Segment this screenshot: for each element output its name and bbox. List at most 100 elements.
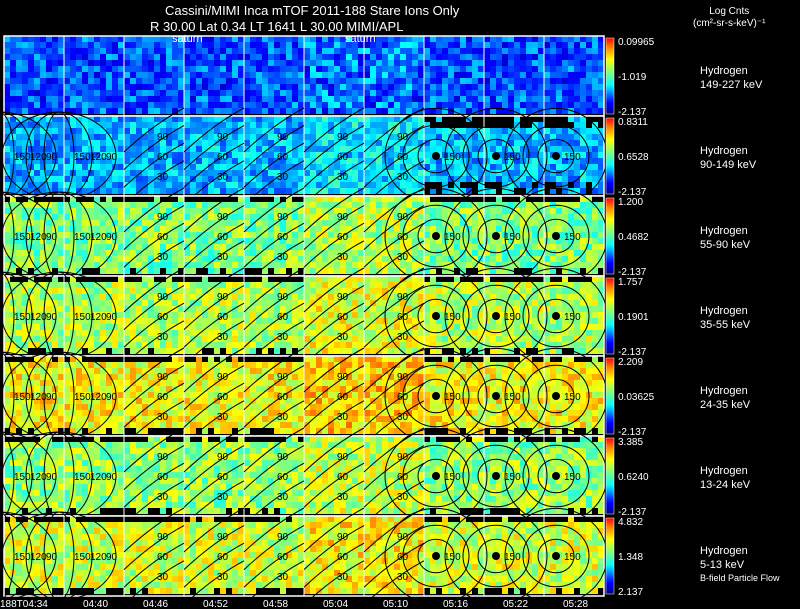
species-label: Hydrogen <box>700 65 748 77</box>
heat-column <box>64 116 124 194</box>
contour-group: 150 120 90 <box>0 351 58 441</box>
contour-label: 30 <box>157 492 169 503</box>
scale-mid-label: 0.4682 <box>618 232 649 243</box>
contour-label: 150 <box>14 152 31 163</box>
color-scale-bar <box>605 37 615 115</box>
contour-label: 150 <box>74 232 91 243</box>
contour-label: 90 <box>277 132 289 143</box>
contour-label: 90 <box>46 472 58 483</box>
contour-label: 60 <box>337 392 349 403</box>
contour-label: 90 <box>217 212 229 223</box>
field-center-marker <box>432 392 440 400</box>
field-center-marker <box>552 552 560 560</box>
species-label: Hydrogen <box>700 465 748 477</box>
scale-max-label: 1.200 <box>618 197 643 208</box>
contour-label: 150 <box>444 232 461 243</box>
contour-label: 90 <box>106 152 118 163</box>
contour-label: 90 <box>106 312 118 323</box>
heat-column <box>244 356 304 434</box>
contour-label: 90 <box>217 372 229 383</box>
field-center-marker <box>432 552 440 560</box>
field-center-marker <box>432 232 440 240</box>
panel-90-149-keV: 150 120 90 150 120 90906030906030906030906030… <box>0 107 757 206</box>
contour-group: 90 60 30 <box>303 347 365 446</box>
contour-group: 90 60 30 <box>183 267 245 366</box>
heat-column <box>4 116 64 194</box>
contour-group: 150 120 90 <box>0 511 58 601</box>
color-scale-bar <box>605 277 615 355</box>
contour-label: 150 <box>504 472 521 483</box>
contour-group: 90 60 30 <box>243 107 305 206</box>
contour-group: 90 60 30 <box>123 507 185 606</box>
contour-label: 30 <box>337 492 349 503</box>
contour-label: 60 <box>157 152 169 163</box>
contour-label: 150 <box>14 312 31 323</box>
scale-min-label: -2.137 <box>618 187 647 198</box>
units-line1: Log Cnts <box>709 6 750 17</box>
contour-label: 90 <box>397 292 409 303</box>
heat-column <box>304 356 364 434</box>
heat-column <box>184 276 244 354</box>
contour-label: 150 <box>444 152 461 163</box>
species-label: Hydrogen <box>700 545 748 557</box>
contour-label: 150 <box>504 312 521 323</box>
contour-label: 30 <box>337 332 349 343</box>
heat-column <box>544 36 604 114</box>
heat-column <box>244 436 304 514</box>
field-center-marker <box>552 152 560 160</box>
contour-label: 30 <box>157 412 169 423</box>
scale-mid-label: 0.1901 <box>618 312 649 323</box>
contour-group: 150 <box>444 507 548 605</box>
contour-label: 90 <box>157 372 169 383</box>
color-scale-bar <box>605 517 615 595</box>
contour-group: 150 <box>444 187 548 285</box>
contour-label: 30 <box>217 332 229 343</box>
contour-label: 90 <box>217 452 229 463</box>
heat-column <box>124 356 184 434</box>
field-center-marker <box>492 152 500 160</box>
saturn-marker-label: saturn <box>345 33 376 45</box>
contour-label: 120 <box>90 472 107 483</box>
contour-label: 90 <box>277 532 289 543</box>
contour-label: 30 <box>277 172 289 183</box>
time-tick-label: 05:28 <box>563 599 588 609</box>
heat-column <box>364 36 424 114</box>
heat-column <box>244 196 304 274</box>
contour-label: 30 <box>277 492 289 503</box>
contour-label: 150 <box>564 232 581 243</box>
contour-label: 90 <box>157 292 169 303</box>
contour-group: 150 120 90 <box>1 511 118 601</box>
contour-label: 60 <box>337 152 349 163</box>
heat-column <box>124 276 184 354</box>
contour-label: 90 <box>277 212 289 223</box>
contour-label: 150 <box>14 472 31 483</box>
energy-range-label: 13-24 keV <box>700 479 751 491</box>
contour-group: 90 60 30 <box>243 507 305 606</box>
contour-label: 150 <box>504 152 521 163</box>
contour-label: 30 <box>157 172 169 183</box>
contour-label: 150 <box>74 552 91 563</box>
heat-column <box>64 276 124 354</box>
contour-label: 150 <box>564 392 581 403</box>
contour-label: 150 <box>564 472 581 483</box>
plot-title-line2: R 30.00 Lat 0.34 LT 1641 L 30.00 MIMI/AP… <box>150 19 404 34</box>
contour-group: 90 60 30 <box>243 347 305 446</box>
heat-column <box>424 436 484 514</box>
heat-column <box>484 516 544 594</box>
panel-frame <box>3 515 605 597</box>
contour-label: 60 <box>157 232 169 243</box>
contour-group: 150 <box>384 347 488 445</box>
time-tick-label: 05:04 <box>323 599 348 609</box>
contour-label: 90 <box>46 232 58 243</box>
field-center-marker <box>492 232 500 240</box>
field-center-marker <box>492 392 500 400</box>
heat-column <box>64 196 124 274</box>
contour-label: 90 <box>46 392 58 403</box>
heat-column <box>64 516 124 594</box>
contour-label: 120 <box>90 232 107 243</box>
contour-label: 90 <box>46 552 58 563</box>
energy-range-label: 149-227 keV <box>700 79 763 91</box>
contour-label: 60 <box>217 472 229 483</box>
contour-label: 150 <box>14 232 31 243</box>
heat-column <box>244 516 304 594</box>
